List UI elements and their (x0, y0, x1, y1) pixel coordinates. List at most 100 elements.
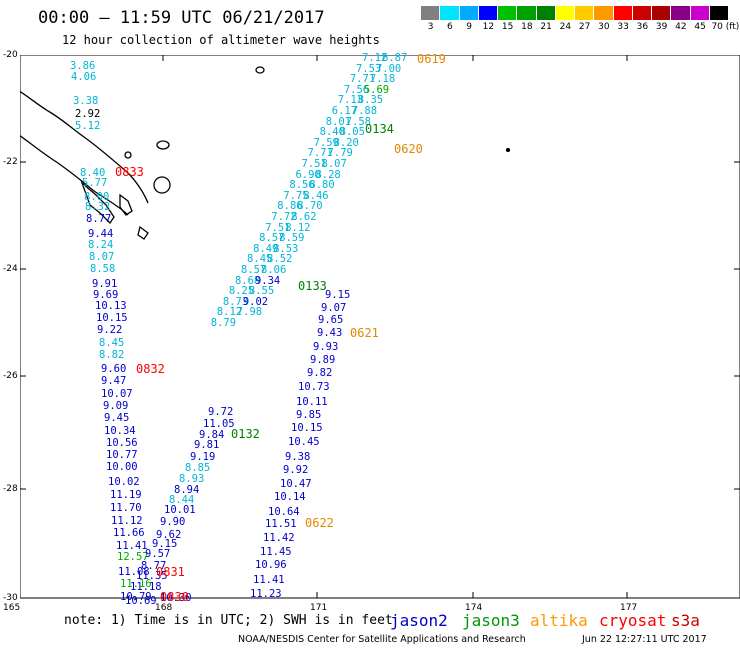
wave-height-value: 9.34 (254, 274, 281, 287)
wave-height-value: 8.32 (85, 201, 111, 213)
color-legend-label: 42 (675, 22, 687, 32)
color-swatch (690, 6, 710, 20)
page-subtitle: 12 hour collection of altimeter wave hei… (62, 33, 380, 47)
wave-height-value: 7.12 (362, 52, 388, 64)
note-text: note: 1) Time is in UTC; 2) SWH is in fe… (64, 613, 393, 628)
wave-height-value: 10.77 (106, 449, 138, 461)
wave-height-value: 6.87 (382, 52, 408, 64)
latitude-label: -26 (3, 371, 18, 381)
wave-height-value: 11.05 (203, 418, 235, 430)
longitude-label: 171 (310, 603, 328, 613)
satellite-legend-item: s3a (671, 611, 700, 630)
longitude-label: 168 (155, 603, 173, 613)
wave-height-value: 8.77 (141, 560, 167, 572)
color-swatch (632, 6, 652, 20)
color-legend-label: 27 (578, 22, 591, 32)
color-swatch (594, 6, 614, 20)
wave-height-value: 8.25 (228, 285, 255, 298)
wave-height-value: 8.06 (261, 264, 287, 276)
pass-time-label: 0832 (136, 362, 165, 376)
wave-height-value: 8.57 (241, 264, 267, 276)
wave-height-value: 9.44 (88, 228, 114, 240)
wave-height-value: 10.01 (164, 504, 196, 516)
color-legend-labels: 3 6 9 12 15 18 21 24 27 30 33 36 39 42 45 70 (ft) (421, 0, 740, 40)
map-frame (20, 55, 740, 599)
wave-height-value: 7.72 (271, 211, 297, 223)
wave-height-value: 8.82 (99, 349, 125, 361)
color-legend-label: 3 (427, 22, 434, 32)
wave-height-value: 5.69 (363, 83, 390, 96)
latitude-label: -20 (3, 50, 18, 60)
wave-height-value: 8.77 (86, 213, 112, 225)
wave-height-value: 3.86 (70, 60, 96, 72)
color-swatch (421, 6, 441, 20)
satellite-legend-item: jason3 (462, 611, 520, 630)
wave-height-value: 11.45 (260, 546, 292, 558)
wave-height-value: 11.18 (130, 581, 162, 593)
color-legend-label: 15 (501, 22, 514, 32)
wave-height-value: 7.00 (375, 62, 402, 75)
wave-height-value: 8.73 (222, 295, 249, 308)
wave-height-value: 8.12 (285, 221, 311, 234)
wave-height-value: 10.30 (160, 592, 192, 604)
longitude-label: 177 (620, 603, 638, 613)
color-swatch (709, 6, 729, 20)
wave-height-value: 10.11 (296, 396, 328, 408)
wave-height-value: 8.05 (339, 126, 365, 139)
wave-height-value: 9.15 (152, 538, 178, 550)
wave-height-value: 11.16 (120, 578, 152, 590)
wave-height-value: 8.49 (253, 242, 279, 255)
map-canvas (20, 55, 740, 599)
wave-height-value: 11.35 (136, 570, 168, 582)
wave-height-value: 10.96 (255, 559, 287, 571)
wave-height-value: 8.12 (216, 306, 243, 319)
wave-height-value: 7.18 (369, 73, 396, 86)
wave-height-value: 7.75 (283, 189, 309, 202)
wave-height-value: 11.08 (118, 566, 150, 578)
wave-height-value: 7.71 (307, 147, 333, 160)
wave-height-value: 8.00 (84, 191, 110, 203)
wave-height-value: 11.12 (111, 515, 143, 527)
wave-height-value: 8.40 (319, 126, 345, 139)
wave-height-value: 8.35 (357, 94, 384, 107)
wave-height-value: 9.19 (190, 451, 216, 463)
wave-height-value: 9.22 (97, 324, 123, 336)
wave-height-value: 10.34 (104, 425, 136, 437)
wave-height-value: 8.45 (247, 253, 273, 266)
color-legend-label: 6 (447, 22, 453, 32)
wave-height-value: 9.43 (317, 327, 343, 339)
pass-time-label: 0621 (350, 326, 379, 340)
wave-height-value: 7.59 (313, 136, 339, 149)
color-swatch (440, 6, 460, 20)
wave-height-value: 6.90 (295, 168, 321, 181)
wave-height-value: 8.70 (297, 200, 323, 213)
wave-height-value: 9.15 (325, 289, 351, 301)
wave-height-value: 9.91 (92, 278, 118, 290)
wave-height-value: 7.79 (327, 147, 353, 160)
color-legend-label: 12 (482, 22, 495, 32)
wave-height-value: 5.77 (82, 177, 108, 189)
wave-height-value: 8.40 (80, 167, 106, 179)
wave-height-value: 9.02 (242, 295, 269, 308)
wave-height-value: 8.85 (185, 462, 211, 474)
color-swatch (575, 6, 595, 20)
pass-time-label: 0619 (417, 52, 446, 66)
wave-height-value: 7.56 (343, 83, 370, 96)
wave-height-value: 2.92 (75, 108, 101, 120)
wave-height-value: 11.41 (253, 574, 285, 586)
wave-height-value: 8.52 (267, 253, 293, 266)
satellite-legend-item: cryosat (599, 611, 667, 630)
color-legend (421, 6, 729, 20)
wave-height-value: 9.93 (313, 341, 339, 353)
page-title: 00:00 – 11:59 UTC 06/21/2017 (38, 8, 325, 28)
wave-height-value: 8.28 (315, 168, 341, 181)
wave-height-value: 11.41 (116, 540, 148, 552)
wave-height-value: 11.51 (265, 518, 297, 530)
wave-height-value: 6.17 (331, 105, 358, 117)
color-legend-label: 18 (521, 22, 533, 32)
wave-height-value: 10.07 (101, 388, 133, 400)
wave-height-value: 9.81 (194, 439, 220, 451)
wave-height-value: 7.53 (355, 62, 382, 75)
pass-time-label: 0134 (365, 122, 394, 136)
wave-height-value: 8.44 (169, 494, 195, 506)
